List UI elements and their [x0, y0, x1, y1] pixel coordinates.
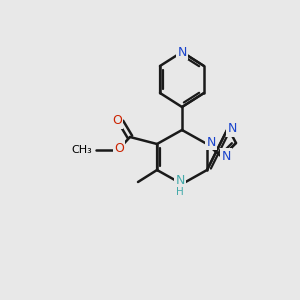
Text: N: N — [175, 175, 185, 188]
Text: H: H — [176, 187, 184, 197]
Text: N: N — [206, 136, 216, 148]
Text: O: O — [112, 115, 122, 128]
Text: N: N — [221, 149, 231, 163]
Text: N: N — [177, 46, 187, 59]
Text: O: O — [114, 142, 124, 154]
Text: N: N — [227, 122, 237, 136]
Text: CH₃: CH₃ — [71, 145, 92, 155]
